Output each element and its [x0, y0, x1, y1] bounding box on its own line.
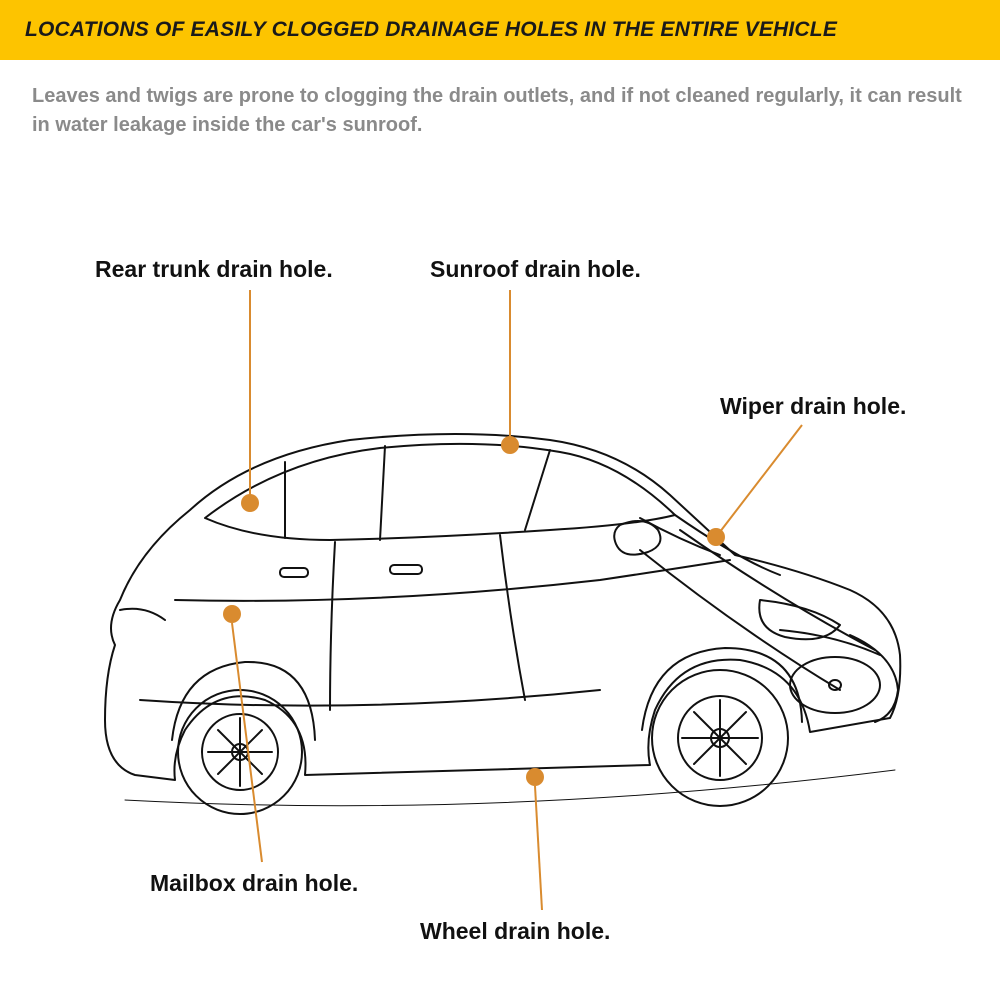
callout-text: Mailbox drain hole.	[150, 870, 358, 896]
dot-sunroof	[501, 436, 519, 454]
callout-mailbox-label: Mailbox drain hole.	[150, 870, 358, 897]
header-bar: LOCATIONS OF EASILY CLOGGED DRAINAGE HOL…	[0, 0, 1000, 60]
callout-text: Sunroof drain hole.	[430, 256, 641, 282]
callout-text: Wiper drain hole.	[720, 393, 906, 419]
callout-sunroof-label: Sunroof drain hole.	[430, 256, 641, 283]
diagram-layer: Rear trunk drain hole. Sunroof drain hol…	[0, 0, 1000, 1000]
subtitle-text: Leaves and twigs are prone to clogging t…	[32, 85, 962, 136]
subtitle: Leaves and twigs are prone to clogging t…	[0, 60, 1000, 140]
dot-wheel	[526, 768, 544, 786]
callout-wheel-label: Wheel drain hole.	[420, 918, 610, 945]
dot-rear-trunk	[241, 494, 259, 512]
callout-text: Rear trunk drain hole.	[95, 256, 333, 282]
header-title: LOCATIONS OF EASILY CLOGGED DRAINAGE HOL…	[25, 18, 837, 41]
dot-mailbox	[223, 605, 241, 623]
leader-lines	[0, 0, 1000, 1000]
callout-wiper-label: Wiper drain hole.	[720, 393, 906, 420]
callout-rear-trunk-label: Rear trunk drain hole.	[95, 256, 333, 283]
callout-text: Wheel drain hole.	[420, 918, 610, 944]
dot-wiper	[707, 528, 725, 546]
car-illustration	[80, 400, 920, 820]
